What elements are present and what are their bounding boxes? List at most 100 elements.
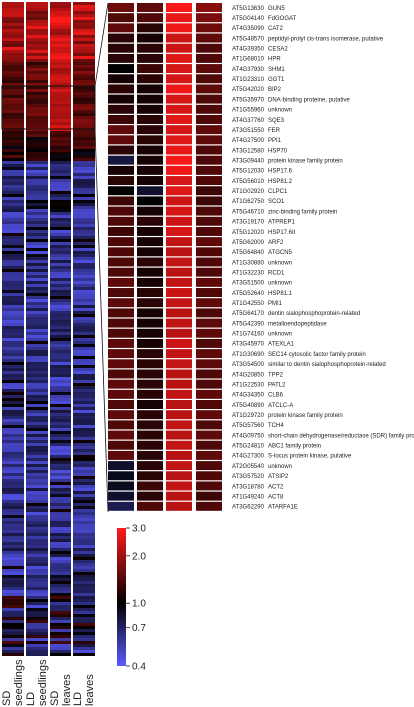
detail-cell — [108, 23, 134, 33]
overview-cell — [26, 68, 48, 71]
gene-description-label: RCD1 — [268, 270, 285, 276]
overview-cell — [73, 641, 95, 644]
overview-cell — [73, 143, 95, 146]
overview-cell — [2, 524, 24, 527]
overview-cell — [50, 374, 72, 377]
overview-cell — [73, 626, 95, 629]
overview-cell — [50, 83, 72, 86]
gene-id-label: AT4G35090 — [232, 26, 265, 32]
overview-cell — [2, 404, 24, 407]
overview-cell — [73, 215, 95, 218]
overview-cell — [2, 242, 24, 245]
overview-cell — [26, 521, 48, 524]
overview-cell — [2, 332, 24, 335]
overview-cell — [26, 335, 48, 338]
overview-cell — [73, 629, 95, 632]
colorbar-ticks: 3.0 2.0 1.0 0.7 0.4 — [126, 524, 146, 673]
overview-cell — [26, 347, 48, 350]
overview-cell — [73, 95, 95, 98]
detail-cell — [137, 3, 163, 12]
overview-cell — [73, 272, 95, 275]
detail-cell — [108, 165, 134, 175]
gene-description-label: protein kinase family protein — [268, 413, 343, 419]
overview-cell — [73, 338, 95, 341]
overview-cell — [50, 557, 72, 560]
gene-id-label: AT5G46710 — [232, 209, 265, 215]
gene-id-label: AT1G30690 — [232, 352, 265, 358]
overview-cell — [50, 254, 72, 257]
overview-cell — [50, 272, 72, 275]
overview-cell — [2, 413, 24, 416]
overview-cell — [2, 644, 24, 647]
overview-cell — [73, 350, 95, 353]
overview-cell — [73, 251, 95, 254]
overview-cell — [50, 17, 72, 20]
overview-cell — [73, 509, 95, 512]
overview-cell — [2, 224, 24, 227]
overview-cell — [26, 302, 48, 305]
overview-cell — [2, 209, 24, 212]
overview-cell — [26, 461, 48, 464]
overview-cell — [2, 512, 24, 515]
overview-cell — [73, 11, 95, 14]
overview-cell — [50, 251, 72, 254]
detail-cell — [108, 53, 134, 63]
overview-cell — [73, 404, 95, 407]
detail-cell — [166, 176, 192, 186]
detail-cell — [166, 481, 192, 491]
overview-cell — [73, 35, 95, 38]
overview-cell — [2, 398, 24, 401]
overview-cell — [50, 404, 72, 407]
overview-cell — [2, 176, 24, 179]
overview-cell — [26, 17, 48, 20]
overview-cell — [73, 140, 95, 143]
detail-cell — [137, 33, 163, 43]
overview-cell — [26, 2, 48, 5]
overview-cell — [50, 353, 72, 356]
overview-cell — [26, 353, 48, 356]
overview-cell — [50, 359, 72, 362]
overview-cell — [2, 509, 24, 512]
overview-cell — [50, 167, 72, 170]
detail-cell — [137, 420, 163, 430]
detail-cell — [166, 206, 192, 216]
overview-cell — [26, 146, 48, 149]
detail-cell — [166, 64, 192, 74]
overview-cell — [2, 407, 24, 410]
overview-cell — [73, 77, 95, 80]
overview-cell — [50, 26, 72, 29]
overview-cell — [50, 188, 72, 191]
overview-cell — [26, 29, 48, 32]
overview-cell — [73, 614, 95, 617]
overview-cell — [73, 278, 95, 281]
detail-cell — [137, 13, 163, 23]
overview-cell — [50, 143, 72, 146]
overview-cell — [50, 632, 72, 635]
overview-cell — [50, 566, 72, 569]
overview-cell — [73, 104, 95, 107]
detail-cell — [108, 104, 134, 114]
overview-cell — [50, 161, 72, 164]
overview-cell — [50, 428, 72, 431]
overview-cell — [50, 158, 72, 161]
gene-description-label: TPP2 — [268, 372, 284, 378]
overview-cell — [26, 587, 48, 590]
detail-cell — [137, 430, 163, 440]
overview-cell — [50, 140, 72, 143]
overview-cell — [2, 281, 24, 284]
overview-cell — [26, 383, 48, 386]
gene-description-label: DNA-binding proteine, putative — [268, 97, 350, 103]
detail-cell — [137, 176, 163, 186]
detail-cell — [108, 308, 134, 318]
gene-description-label: SEC14 cytosolic factor family protein — [268, 352, 366, 358]
overview-cell — [73, 428, 95, 431]
detail-cell — [166, 226, 192, 236]
overview-cell — [26, 650, 48, 653]
detail-cell — [196, 155, 222, 165]
overview-cell — [26, 344, 48, 347]
overview-cell — [26, 194, 48, 197]
overview-cell — [2, 623, 24, 626]
gene-description-label: protein kinase family protein — [268, 159, 343, 165]
overview-cell — [50, 146, 72, 149]
